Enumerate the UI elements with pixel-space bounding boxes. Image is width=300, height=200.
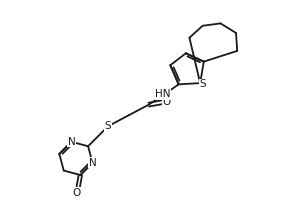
Text: O: O (73, 188, 81, 198)
Text: S: S (199, 79, 206, 89)
Text: N: N (68, 137, 75, 147)
Text: S: S (105, 121, 112, 131)
Text: O: O (162, 97, 170, 107)
Text: N: N (89, 158, 96, 168)
Text: HN: HN (155, 89, 171, 99)
